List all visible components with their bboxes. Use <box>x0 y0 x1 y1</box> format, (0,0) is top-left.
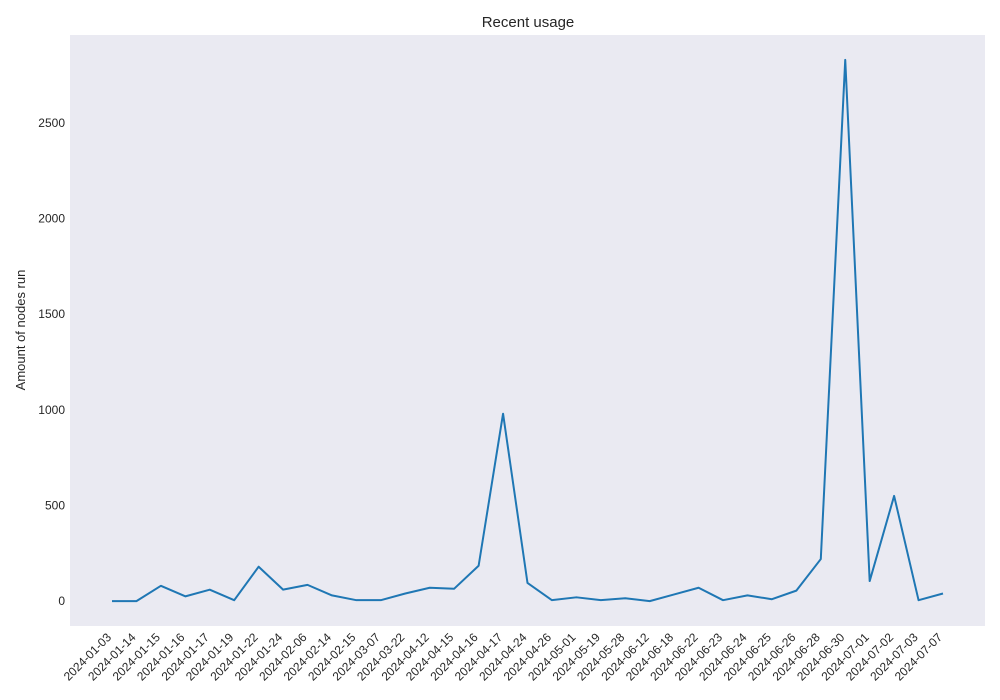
y-axis-label: Amount of nodes run <box>13 270 28 391</box>
y-axis-ticks: 0 500 1000 1500 2000 2500 <box>38 116 65 608</box>
y-tick-label: 2500 <box>38 116 65 130</box>
chart-title: Recent usage <box>482 14 575 31</box>
series-line <box>112 58 944 603</box>
y-tick-label: 0 <box>58 594 65 608</box>
y-tick-label: 1500 <box>38 307 65 321</box>
x-axis-ticks: 2024-01-032024-01-142024-01-152024-01-16… <box>61 630 946 684</box>
y-tick-label: 500 <box>45 499 65 513</box>
y-tick-label: 1000 <box>38 403 65 417</box>
y-tick-label: 2000 <box>38 212 65 226</box>
